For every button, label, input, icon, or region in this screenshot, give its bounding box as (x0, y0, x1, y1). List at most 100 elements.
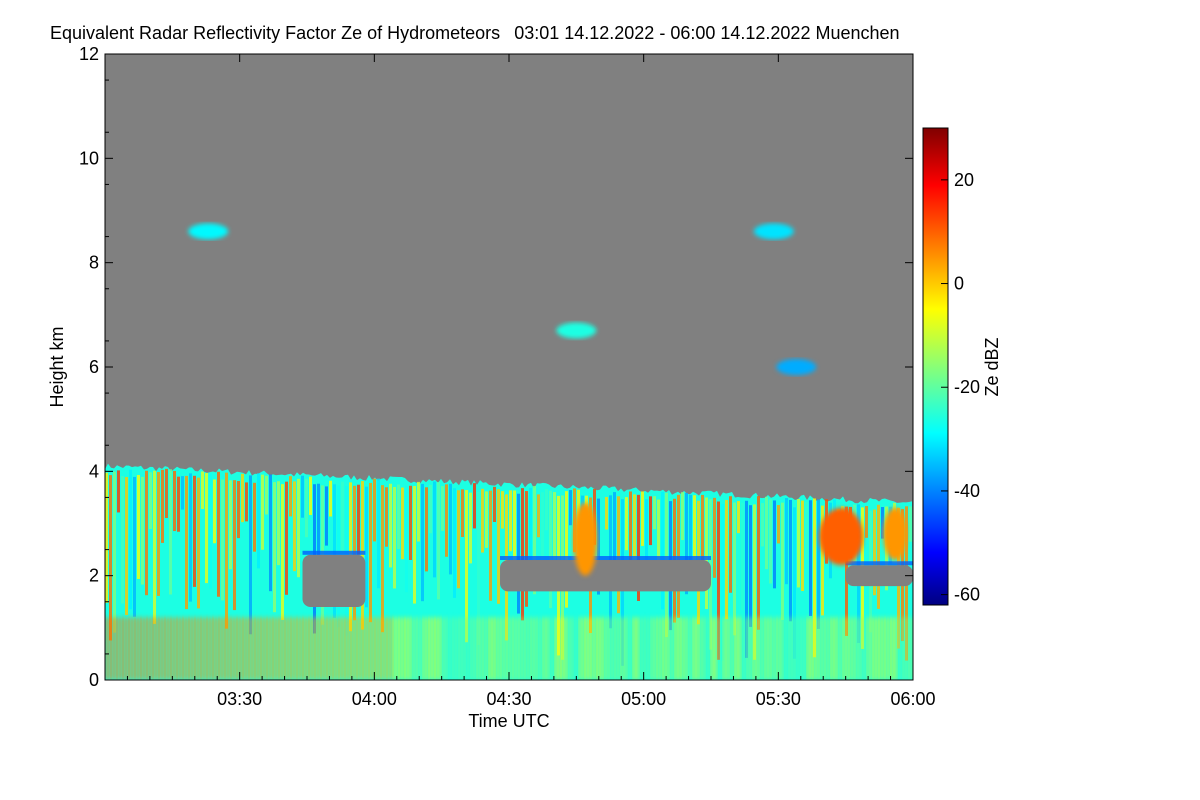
fall-streak (485, 491, 488, 548)
fall-streak (205, 472, 208, 584)
y-tick-label: 12 (79, 44, 99, 64)
fall-streak (805, 501, 808, 560)
fall-streak (133, 476, 136, 617)
surface-echo (471, 617, 477, 680)
surface-echo (531, 617, 537, 680)
fall-streak (641, 491, 644, 546)
colorbar: 20 0 -20 -40 -60 Ze dBZ (922, 127, 1002, 606)
fall-streak (773, 500, 776, 589)
surface-echo (417, 617, 423, 680)
surface-echo (453, 617, 459, 680)
surface-echo (741, 617, 747, 680)
fall-streak (725, 500, 728, 620)
surface-echo (489, 617, 495, 680)
fall-streak (517, 493, 520, 614)
surface-echo (603, 617, 609, 680)
surface-echo (753, 617, 759, 680)
surface-echo (867, 617, 873, 680)
fall-streak (373, 478, 376, 542)
fall-streak (509, 490, 512, 552)
surface-echo (321, 617, 327, 680)
surface-echo (111, 617, 117, 680)
fall-streak (253, 482, 256, 552)
fall-streak (489, 490, 492, 601)
surface-echo (411, 617, 417, 680)
fall-streak (141, 476, 144, 585)
surface-echo (171, 617, 177, 680)
surface-echo (483, 617, 489, 680)
fall-streak (169, 469, 172, 595)
surface-echo (267, 617, 273, 680)
fall-streak (817, 499, 820, 629)
fall-streak (305, 478, 308, 538)
fall-streak (797, 499, 800, 588)
surface-echo (591, 617, 597, 680)
fall-streak (597, 498, 600, 595)
fall-streak (173, 470, 176, 532)
colorbar-tick-label: -40 (954, 481, 980, 501)
surface-echo (183, 617, 189, 680)
surface-echo (879, 617, 885, 680)
fall-streak (193, 475, 196, 587)
fall-streak (445, 484, 448, 557)
surface-echo (873, 617, 879, 680)
surface-echo (129, 617, 135, 680)
fall-streak (105, 472, 108, 603)
fall-streak (357, 484, 360, 555)
surface-echo (909, 617, 913, 680)
colorbar-label: Ze dBZ (982, 337, 1002, 396)
fall-streak (261, 474, 264, 550)
surface-echo (273, 617, 279, 680)
fall-streak (117, 470, 120, 513)
fall-streak (181, 476, 184, 510)
fall-streak (821, 505, 824, 616)
fall-streak (233, 480, 236, 611)
y-tick-label: 0 (89, 670, 99, 690)
fall-streak (325, 486, 328, 546)
y-axis-label: Height km (47, 326, 67, 407)
x-axis-label: Time UTC (468, 711, 549, 731)
fall-streak (469, 492, 472, 564)
surface-echo (609, 617, 615, 680)
fall-streak (813, 498, 816, 658)
surface-echo (123, 617, 129, 680)
fall-streak (413, 486, 416, 604)
surface-echo (363, 617, 369, 680)
fall-streak (681, 492, 684, 541)
surface-echo (579, 617, 585, 680)
fall-streak (789, 499, 792, 622)
fall-streak (221, 479, 224, 601)
fall-streak (361, 481, 364, 630)
fall-streak (277, 481, 280, 566)
surface-echo (669, 617, 675, 680)
surface-echo (537, 617, 543, 680)
surface-echo (189, 617, 195, 680)
colorbar-tick-label: -20 (954, 377, 980, 397)
surface-echo (261, 617, 267, 680)
y-tick-label: 6 (89, 357, 99, 377)
fall-streak (661, 491, 664, 610)
surface-echo (309, 617, 315, 680)
fall-streak (109, 475, 112, 641)
surface-echo (285, 617, 291, 680)
fall-streak (757, 496, 760, 630)
fall-streak (753, 504, 756, 660)
surface-echo (891, 617, 897, 680)
y-tick-label: 4 (89, 461, 99, 481)
fall-streak (573, 488, 576, 553)
fall-streak (881, 507, 884, 539)
surface-echo (423, 617, 429, 680)
fall-streak (385, 487, 388, 547)
surface-echo (705, 617, 711, 680)
surface-echo (819, 617, 825, 680)
elevated-echo (776, 359, 817, 375)
fall-streak (873, 509, 876, 596)
surface-echo (255, 617, 261, 680)
fall-streak (441, 486, 444, 531)
fall-streak (209, 473, 212, 589)
fall-streak (781, 502, 784, 620)
fall-streak (689, 494, 692, 576)
fall-streak (381, 485, 384, 633)
surface-echo (903, 617, 909, 680)
surface-echo (387, 617, 393, 680)
